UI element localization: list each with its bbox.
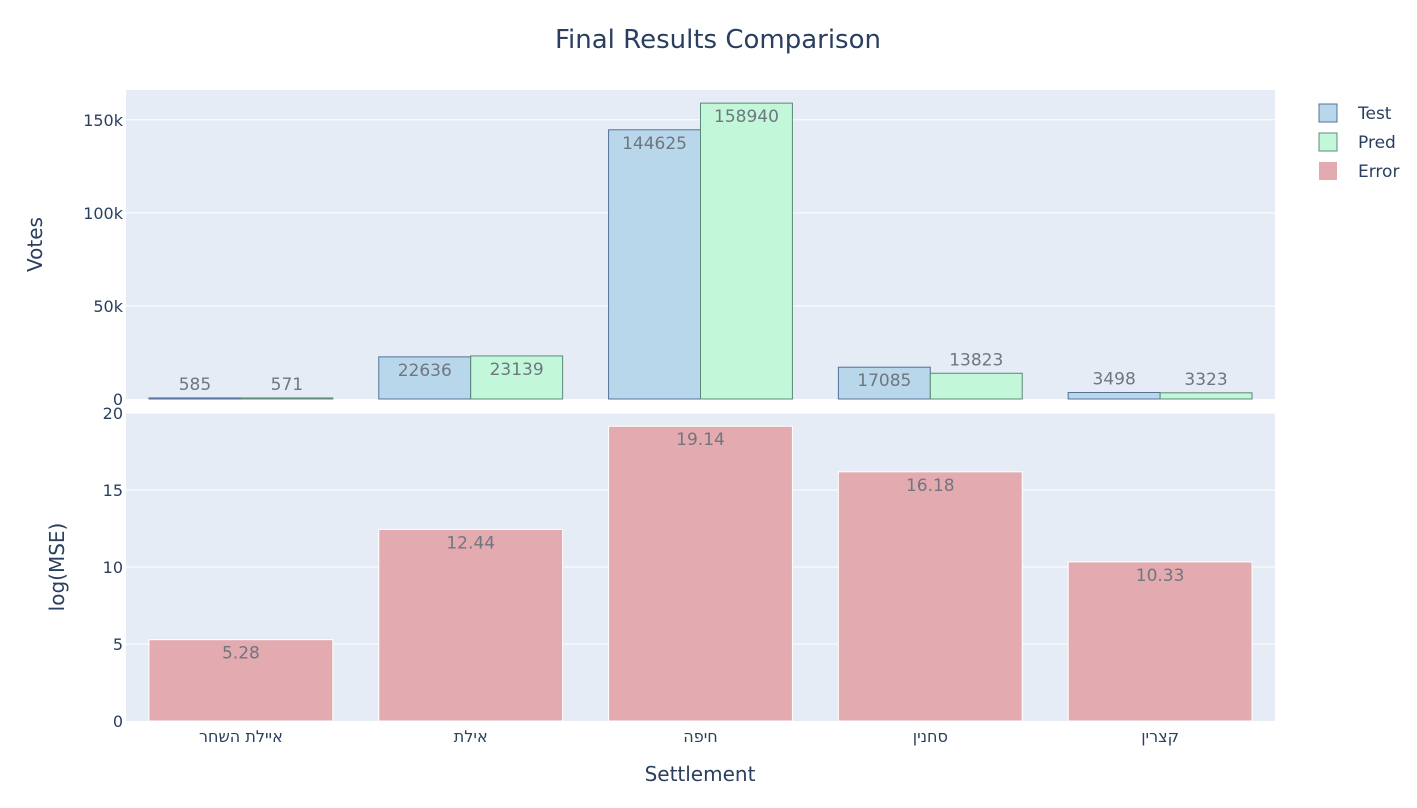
bar-error[interactable]: [608, 425, 793, 722]
y-tick-label: 5: [113, 635, 123, 654]
bar-pred[interactable]: [1159, 392, 1253, 400]
data-label: 3498: [1093, 369, 1136, 389]
data-label: 13823: [949, 350, 1003, 370]
legend-label: Pred: [1358, 133, 1396, 153]
y-tick-label: 10: [103, 558, 123, 577]
bar-test[interactable]: [837, 366, 931, 400]
legend-swatch: [1319, 162, 1337, 180]
chart-title: Final Results Comparison: [555, 25, 881, 55]
data-label: 16.18: [906, 476, 955, 496]
y-tick-label: 50k: [93, 297, 123, 316]
bar-test[interactable]: [148, 397, 242, 400]
data-label: 17085: [857, 371, 911, 391]
legend-swatch: [1318, 103, 1338, 123]
legend-item-pred[interactable]: Pred: [1318, 132, 1396, 153]
x-tick-label: איילת השחר: [199, 727, 283, 746]
data-label: 571: [271, 375, 303, 395]
x-tick-label: סחנין: [913, 727, 948, 746]
y-tick-label: 15: [103, 481, 123, 500]
data-label: 12.44: [446, 533, 495, 553]
y-axis-title: Votes: [23, 217, 47, 272]
legend[interactable]: Test Pred Error: [1318, 103, 1399, 182]
y-tick-label: 150k: [83, 111, 124, 130]
bar-pred[interactable]: [240, 397, 334, 400]
y-tick-label: 20: [103, 404, 123, 423]
x-axis-title: Settlement: [645, 762, 756, 786]
y-tick-label: 0: [113, 712, 123, 731]
x-tick-label: קצרין: [1141, 727, 1179, 746]
bar-test[interactable]: [378, 356, 472, 400]
data-label: 144625: [622, 134, 687, 154]
bar-pred[interactable]: [700, 102, 793, 400]
y-tick-label: 100k: [83, 204, 124, 223]
bar-test[interactable]: [1067, 391, 1161, 400]
data-label: 585: [179, 375, 211, 395]
data-label: 158940: [714, 107, 779, 127]
panel-1: 0 50k 100k 150k Votes 585 22636 144625 17085 3498…: [23, 90, 1275, 409]
bar-error[interactable]: [1067, 561, 1253, 722]
bar-pred[interactable]: [929, 372, 1023, 400]
data-label: 19.14: [676, 430, 725, 450]
legend-swatch: [1318, 132, 1338, 152]
bar-error[interactable]: [148, 639, 334, 722]
y-tick-label: 0: [113, 390, 123, 409]
legend-label: Error: [1358, 162, 1399, 182]
x-tick-label: אילת: [454, 727, 488, 746]
y-axis-title: log(MSE): [45, 523, 69, 612]
data-label: 10.33: [1136, 566, 1185, 586]
data-label: 5.28: [222, 644, 260, 664]
legend-item-error[interactable]: Error: [1319, 162, 1399, 182]
legend-label: Test: [1357, 104, 1392, 124]
legend-item-test[interactable]: Test: [1318, 103, 1392, 124]
data-label: 3323: [1184, 370, 1227, 390]
bar-error[interactable]: [837, 471, 1023, 722]
data-label: 22636: [398, 361, 452, 381]
panel-2: 0 5 10 15 20 log(MSE) 5.28 12.44 19.14 16.18 10.33…: [45, 404, 1275, 746]
bar-test[interactable]: [608, 129, 702, 400]
bar-pred[interactable]: [470, 355, 564, 400]
x-tick-label: חיפה: [683, 727, 717, 746]
bar-error[interactable]: [378, 528, 564, 722]
data-label: 23139: [490, 360, 544, 380]
